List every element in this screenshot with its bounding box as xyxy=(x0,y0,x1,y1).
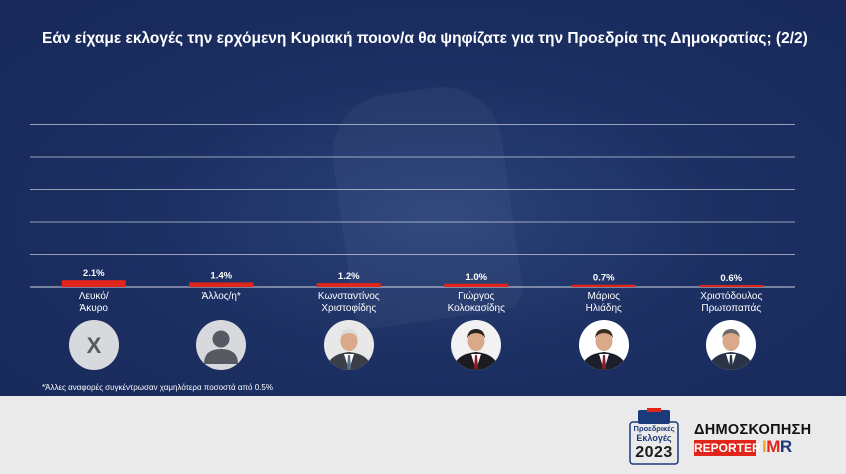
poll-label: ΔΗΜΟΣΚΟΠΗΣΗ xyxy=(694,422,812,438)
category-label: Λευκό/ Άκυρο xyxy=(78,291,109,314)
category-label: Χριστόδουλος Πρωτοπαπάς xyxy=(700,291,763,314)
imr-letter-i: I xyxy=(762,437,767,456)
blank-vote-icon: X xyxy=(68,320,119,370)
bar-value-label: 2.1% xyxy=(83,268,105,279)
imr-letter-m: M xyxy=(766,437,780,456)
bar-value-label: 1.2% xyxy=(338,271,360,282)
bar-value-label: 0.6% xyxy=(720,273,742,284)
bar xyxy=(699,285,764,287)
footnote: *Άλλες αναφορές συγκέντρωσαν χαμηλότερα … xyxy=(42,383,273,392)
bar-chart: 2.1% 1.4% 1.2% 1.0% 0.7% 0.6% xyxy=(30,124,795,288)
bar xyxy=(189,282,254,287)
bar xyxy=(316,283,381,287)
hair-shape xyxy=(722,329,741,338)
tie-shape xyxy=(601,355,606,370)
person-head-shape xyxy=(212,330,230,348)
bar xyxy=(444,283,509,287)
chart-title: Εάν είχαμε εκλογές την ερχόμενη Κυριακή … xyxy=(42,30,808,47)
tie-shape xyxy=(729,355,734,370)
hair-shape xyxy=(467,329,486,338)
badge-line-2: Εκλογές xyxy=(636,433,672,443)
tie-shape xyxy=(474,355,479,370)
category-label: Άλλος/η* xyxy=(201,291,241,302)
hair-shape xyxy=(594,329,613,338)
face-shape xyxy=(722,331,740,351)
imr-logo: IMR xyxy=(762,437,792,457)
candidate-photo xyxy=(578,320,629,370)
face-shape xyxy=(340,331,358,351)
tie-shape xyxy=(346,355,351,370)
generic-person-icon xyxy=(196,320,247,370)
x-glyph: X xyxy=(86,333,101,358)
person-body-shape xyxy=(204,349,239,364)
reporter-logo: REPORTER xyxy=(694,440,761,456)
candidate-photo xyxy=(451,320,502,370)
category-label: Κωνσταντίνος Χριστοφίδης xyxy=(317,291,380,314)
category-label: Γιώργος Κολοκασίδης xyxy=(447,291,505,314)
bar-value-label: 0.7% xyxy=(593,273,615,284)
face-shape xyxy=(467,331,485,351)
hair-shape xyxy=(339,329,358,338)
chart-panel: Εάν είχαμε εκλογές την ερχόμενη Κυριακή … xyxy=(0,0,846,396)
imr-letter-r: R xyxy=(779,437,792,456)
category-label: Μάριος Ηλιάδης xyxy=(585,291,622,314)
badge-year: 2023 xyxy=(635,444,673,461)
candidate-photo xyxy=(323,320,374,370)
bar xyxy=(61,280,126,287)
bar-value-label: 1.0% xyxy=(465,272,487,283)
bar-value-label: 1.4% xyxy=(210,270,232,281)
candidate-photo xyxy=(706,320,757,370)
badge-line-1: Προεδρικές xyxy=(633,424,675,433)
footer-bar xyxy=(0,396,846,474)
face-shape xyxy=(595,331,613,351)
presidential-elections-badge xyxy=(629,408,679,465)
bar xyxy=(571,284,636,287)
